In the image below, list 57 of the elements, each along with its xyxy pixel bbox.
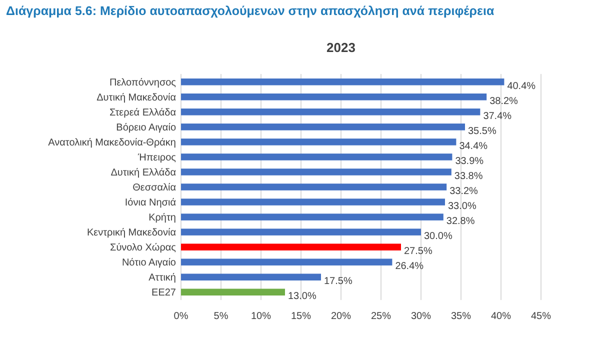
y-tick-label: Ήπειρος bbox=[136, 152, 176, 164]
x-tick-label: 30% bbox=[410, 311, 432, 322]
y-tick-label: Βόρειο Αιγαίο bbox=[116, 122, 176, 134]
bar bbox=[181, 288, 285, 296]
y-tick-label: Δυτική Μακεδονία bbox=[96, 92, 176, 104]
x-tick-label: 0% bbox=[174, 311, 188, 322]
bar bbox=[181, 94, 487, 100]
y-tick-label: Δυτική Ελλάδα bbox=[110, 167, 176, 178]
data-label: 32.8% bbox=[446, 216, 475, 227]
y-tick-label: Αττική bbox=[148, 272, 176, 284]
x-tick-label: 35% bbox=[450, 311, 472, 322]
data-label: 13.0% bbox=[288, 290, 316, 302]
bar bbox=[181, 214, 444, 220]
y-tick-label: Ανατολική Μακεδονία-Θράκη bbox=[48, 137, 176, 148]
y-tick-label: Κρήτη bbox=[148, 212, 176, 224]
y-tick-label: ΕΕ27 bbox=[152, 288, 176, 299]
y-tick-label: Στερεά Ελλάδα bbox=[110, 107, 176, 118]
x-tick-label: 15% bbox=[290, 311, 312, 322]
bar bbox=[181, 198, 445, 206]
data-label: 17.5% bbox=[324, 276, 352, 287]
chart-subtitle: 2023 bbox=[326, 40, 356, 55]
y-tick-label: Θεσσαλία bbox=[132, 182, 176, 194]
bar bbox=[181, 108, 480, 116]
y-tick-label: Κεντρική Μακεδονία bbox=[86, 228, 176, 239]
x-tick-label: 25% bbox=[370, 311, 392, 322]
bar bbox=[181, 168, 452, 176]
x-tick-label: 5% bbox=[214, 311, 228, 322]
data-label: 26.4% bbox=[395, 260, 424, 272]
bar bbox=[181, 228, 421, 236]
data-label: 38.2% bbox=[490, 96, 518, 107]
bar bbox=[181, 244, 401, 250]
data-label: 34.4% bbox=[459, 140, 488, 152]
bar bbox=[181, 184, 447, 190]
bar bbox=[181, 138, 456, 146]
data-label: 30.0% bbox=[424, 230, 452, 242]
data-label: 33.0% bbox=[448, 200, 476, 212]
data-label: 27.5% bbox=[404, 246, 432, 257]
bar bbox=[181, 124, 465, 130]
y-tick-label: Πελοπόννησος bbox=[109, 77, 176, 88]
bar bbox=[181, 274, 321, 280]
x-tick-label: 10% bbox=[250, 311, 272, 322]
x-tick-label: 20% bbox=[330, 311, 352, 322]
data-label: 33.9% bbox=[455, 156, 484, 167]
chart-title: Διάγραμμα 5.6: Μερίδιο αυτοαπασχολούμενων στην απασχόληση ανά περιφέρεια bbox=[6, 4, 494, 18]
data-label: 37.4% bbox=[483, 110, 512, 122]
data-label: 40.4% bbox=[507, 80, 536, 92]
y-tick-label: Νότιο Αιγαίο bbox=[122, 258, 176, 269]
data-label: 33.2% bbox=[450, 186, 478, 197]
bar bbox=[181, 154, 452, 160]
data-label: 33.8% bbox=[454, 170, 483, 182]
y-tick-label: Ιόνια Νησιά bbox=[124, 198, 176, 209]
bar bbox=[181, 78, 504, 86]
x-tick-label: 45% bbox=[530, 311, 552, 322]
bar bbox=[181, 258, 392, 266]
x-tick-label: 40% bbox=[490, 311, 512, 322]
data-label: 35.5% bbox=[468, 126, 496, 137]
y-tick-label: Σύνολο Χώρας bbox=[110, 242, 176, 254]
